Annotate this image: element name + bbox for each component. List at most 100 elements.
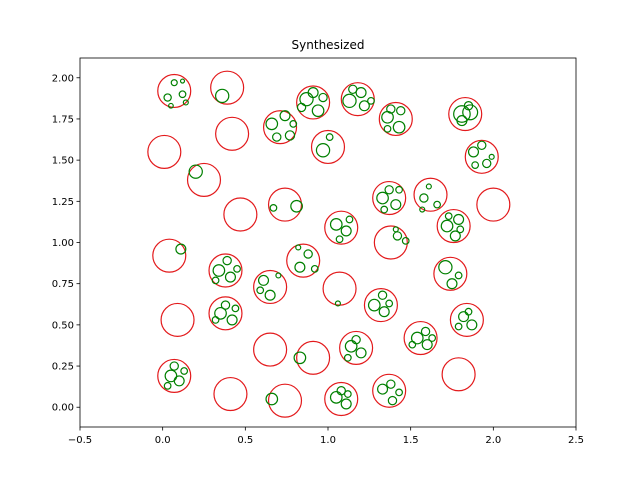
green-circle-72 bbox=[257, 274, 270, 286]
green-circle-32 bbox=[463, 101, 474, 111]
green-circle-64 bbox=[224, 271, 236, 283]
green-circle-38 bbox=[188, 164, 203, 179]
green-circle-41 bbox=[376, 191, 389, 205]
green-circle-7 bbox=[265, 117, 279, 131]
red-circle-8 bbox=[296, 85, 331, 120]
green-circle-108 bbox=[265, 392, 279, 406]
y-tick-label: 0.50 bbox=[52, 320, 74, 331]
green-circle-68 bbox=[294, 261, 306, 273]
green-circle-23 bbox=[367, 96, 375, 105]
green-circle-114 bbox=[386, 379, 396, 389]
red-circle-14 bbox=[413, 177, 448, 212]
y-tick-label: 1.00 bbox=[52, 238, 74, 249]
green-circle-104 bbox=[173, 375, 185, 387]
green-circle-93 bbox=[410, 331, 424, 345]
green-circle-61 bbox=[392, 226, 399, 233]
red-circle-26 bbox=[160, 302, 195, 337]
green-circle-11 bbox=[289, 119, 298, 128]
green-circle-22 bbox=[348, 84, 358, 95]
green-circle-79 bbox=[334, 300, 341, 307]
green-circle-4 bbox=[179, 78, 186, 84]
red-circle-36 bbox=[213, 376, 248, 412]
red-circle-17 bbox=[436, 208, 471, 244]
green-circle-8 bbox=[279, 110, 291, 122]
green-circle-71 bbox=[295, 244, 302, 251]
green-circle-40 bbox=[290, 199, 303, 213]
red-circle-1 bbox=[210, 70, 245, 105]
green-circle-99 bbox=[355, 347, 367, 359]
red-circle-29 bbox=[449, 302, 484, 337]
green-circle-18 bbox=[325, 133, 334, 141]
green-circle-69 bbox=[303, 249, 313, 259]
green-circle-19 bbox=[342, 93, 357, 109]
green-circle-17 bbox=[315, 143, 331, 158]
green-circle-88 bbox=[385, 299, 394, 308]
green-circle-116 bbox=[395, 388, 403, 397]
green-circle-1 bbox=[170, 79, 178, 87]
green-circle-3 bbox=[168, 102, 174, 109]
red-circle-39 bbox=[372, 373, 407, 408]
x-tick-label: 2.5 bbox=[568, 435, 584, 446]
green-circle-33 bbox=[467, 146, 480, 158]
green-circle-54 bbox=[444, 212, 453, 221]
red-circle-2 bbox=[215, 116, 250, 151]
green-circle-63 bbox=[212, 264, 226, 277]
red-circle-31 bbox=[339, 330, 374, 365]
green-circle-97 bbox=[428, 334, 437, 342]
green-circle-43 bbox=[384, 185, 394, 195]
green-circle-106 bbox=[180, 367, 189, 375]
red-circle-7 bbox=[262, 110, 298, 145]
red-circle-37 bbox=[267, 383, 303, 418]
x-tick-label: 1.5 bbox=[403, 435, 419, 446]
green-circle-57 bbox=[335, 235, 344, 244]
x-axis: −0.5 0.0 0.5 1.0 1.5 2.0 2.5 bbox=[68, 427, 584, 446]
green-circle-15 bbox=[318, 92, 328, 103]
chart-title: Synthesized bbox=[292, 38, 365, 52]
green-circle-86 bbox=[378, 306, 390, 318]
green-circle-45 bbox=[395, 185, 403, 194]
green-circle-87 bbox=[377, 290, 388, 300]
green-circle-107 bbox=[163, 381, 172, 390]
green-circle-98 bbox=[344, 339, 358, 353]
red-circle-11 bbox=[378, 101, 413, 137]
green-circle-39 bbox=[269, 204, 278, 212]
red-circle-19 bbox=[373, 225, 408, 260]
red-circle-5 bbox=[223, 197, 258, 232]
green-circle-105 bbox=[169, 361, 179, 371]
y-tick-label: 1.50 bbox=[52, 156, 74, 167]
green-circle-95 bbox=[420, 326, 431, 337]
green-circle-84 bbox=[211, 316, 220, 324]
green-circle-31 bbox=[456, 115, 468, 127]
green-circle-6 bbox=[215, 88, 230, 104]
red-circle-21 bbox=[208, 253, 243, 288]
green-circle-35 bbox=[482, 158, 492, 169]
green-circle-66 bbox=[233, 264, 241, 273]
red-circle-12 bbox=[448, 96, 483, 132]
y-tick-label: 1.25 bbox=[52, 197, 74, 208]
x-tick-label: 2.0 bbox=[485, 435, 501, 446]
green-circle-103 bbox=[164, 369, 178, 383]
green-circle-29 bbox=[453, 105, 471, 123]
green-circle-113 bbox=[377, 383, 389, 395]
green-circle-115 bbox=[387, 395, 398, 406]
red-circle-16 bbox=[476, 187, 511, 222]
red-circle-35 bbox=[157, 358, 192, 393]
green-circle-16 bbox=[296, 102, 307, 113]
y-tick-label: 2.00 bbox=[52, 73, 74, 84]
red-circle-20 bbox=[152, 238, 187, 273]
green-circle-76 bbox=[438, 260, 453, 275]
green-circle-75 bbox=[275, 272, 282, 279]
green-circle-94 bbox=[421, 339, 433, 351]
red-circle-22 bbox=[286, 243, 321, 278]
red-circle-13 bbox=[464, 139, 499, 174]
green-circle-100 bbox=[351, 334, 361, 345]
green-circle-52 bbox=[449, 230, 461, 242]
green-circle-50 bbox=[440, 219, 454, 233]
green-circle-60 bbox=[401, 236, 410, 245]
green-circle-42 bbox=[390, 199, 402, 211]
x-tick-label: 1.0 bbox=[320, 435, 336, 446]
green-circle-89 bbox=[458, 311, 470, 323]
green-circle-49 bbox=[419, 206, 426, 213]
